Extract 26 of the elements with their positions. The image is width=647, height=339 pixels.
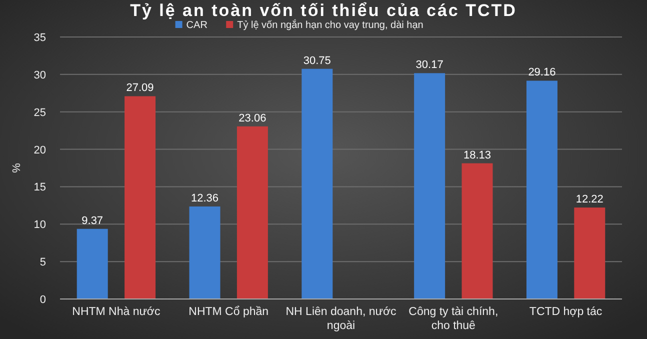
x-tick-label: NHTM Nhà nước: [72, 306, 160, 318]
y-tick-label: 0: [40, 294, 46, 306]
x-tick-label: NH Liên doanh, nước ngoài: [286, 306, 396, 332]
data-label: 23.06: [238, 112, 266, 124]
y-tick-label: 5: [40, 256, 46, 269]
x-tick-label: NHTM Cổ phần: [188, 305, 269, 318]
legend-label: CAR: [186, 20, 208, 31]
data-label: 12.22: [576, 194, 604, 206]
x-tick-label: TCTD hợp tác: [529, 306, 602, 318]
data-label: 30.17: [416, 59, 444, 72]
x-tick-label: Công ty tài chính, cho thuê: [408, 306, 498, 332]
chart-title: Tỷ lệ an toàn vốn tối thiểu của các TCTD: [130, 1, 517, 20]
y-axis-title: %: [11, 162, 23, 173]
y-tick-label: 20: [34, 144, 46, 156]
data-label: 27.09: [126, 82, 154, 94]
legend-label: Tỷ lệ vốn ngắn hạn cho vay trung, dài hạn: [237, 19, 424, 31]
y-tick-label: 30: [34, 69, 46, 82]
y-tick-label: 25: [34, 106, 46, 119]
y-tick-label: 10: [34, 219, 46, 232]
data-label: 9.37: [82, 214, 104, 227]
data-label: 12.36: [190, 192, 219, 204]
data-label: 29.16: [528, 66, 556, 79]
data-label: 18.13: [463, 149, 492, 162]
data-label: 30.75: [303, 54, 331, 67]
y-tick-label: 15: [34, 182, 46, 194]
y-tick-label: 35: [34, 32, 46, 44]
